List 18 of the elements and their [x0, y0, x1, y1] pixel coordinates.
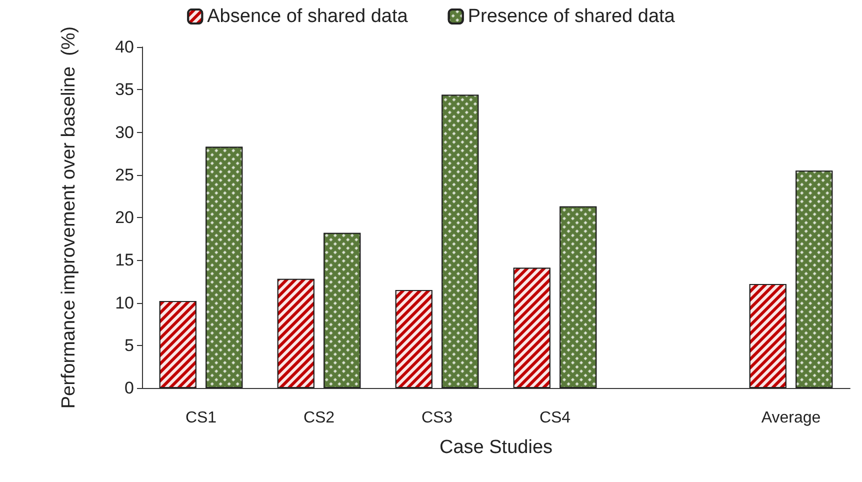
legend-label: Presence of shared data [468, 6, 676, 27]
y-tick-label: 25 [115, 165, 134, 184]
y-tick-label: 10 [115, 293, 134, 312]
x-tick-label: CS1 [185, 410, 217, 426]
y-tick-label: 0 [124, 378, 134, 398]
x-axis-title: Case Studies [439, 437, 553, 458]
x-tick-label: CS3 [421, 410, 453, 426]
y-tick-label: 35 [115, 80, 134, 100]
y-tick-label: 5 [124, 336, 134, 355]
x-tick-label: CS2 [303, 410, 335, 426]
x-tick-label: Average [761, 410, 821, 426]
y-tick-label: 40 [115, 38, 134, 56]
x-tick-label: CS4 [539, 410, 571, 426]
y-tick-label: 30 [115, 122, 134, 142]
y-axis-title: Performance improvement over baseline (%) [58, 26, 80, 409]
y-tick-label: 15 [115, 250, 134, 270]
y-tick-label: 20 [115, 208, 134, 227]
legend-label: Absence of shared data [207, 6, 408, 27]
